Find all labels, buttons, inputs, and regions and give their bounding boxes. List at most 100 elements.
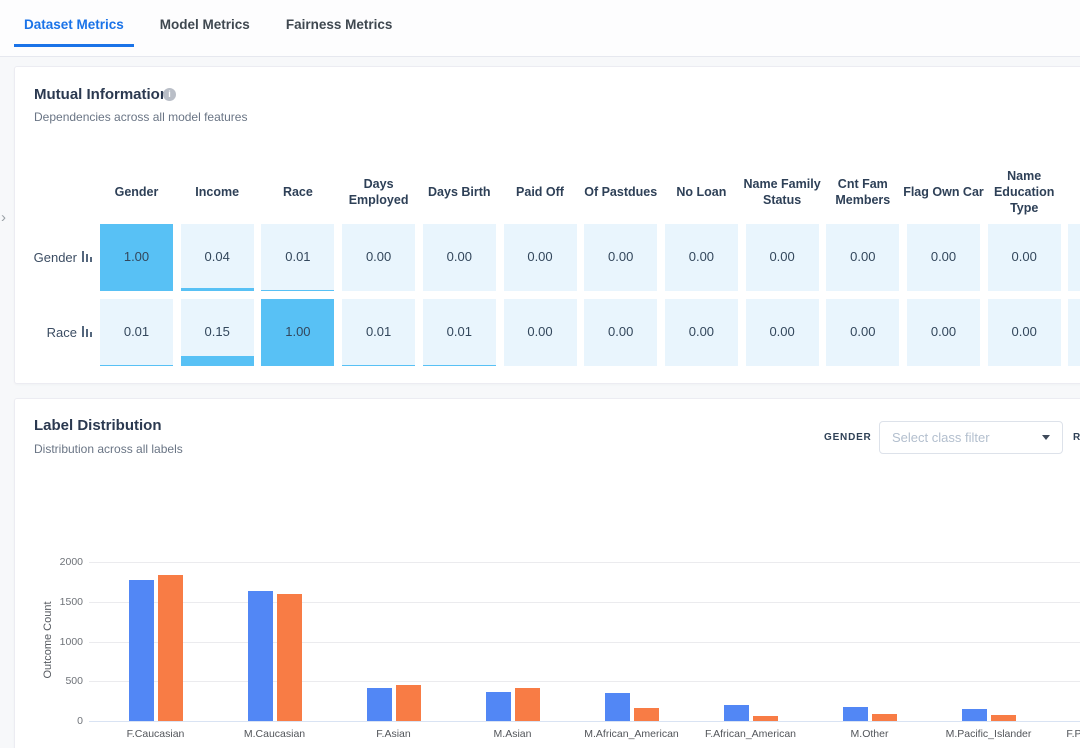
mi-cell: 0.00 [422,224,496,291]
mi-cell: 0.00 [987,299,1061,366]
mi-column-header: Cnt Fam Members [835,176,891,207]
bar-orange [871,714,897,721]
label-distribution-subtitle: Distribution across all labels [34,442,183,456]
x-tick-label: M.Asian [493,728,532,740]
tab-bar: Dataset Metrics Model Metrics Fairness M… [0,0,1080,57]
histogram-icon [82,250,93,265]
x-tick-label: F.African_American [704,728,797,740]
mi-cell: 0.00 [907,299,980,366]
mi-cell-fill [342,365,416,366]
y-axis-label: Outcome Count [42,601,54,679]
info-icon[interactable]: i [163,88,176,101]
mi-cell-value: 0.00 [850,324,876,339]
gridline [89,562,1080,563]
bar-orange [990,714,1016,721]
bar-blue [485,692,511,721]
bar-orange [633,708,659,721]
mi-cell-fill [422,365,496,366]
y-tick-label: 2000 [59,556,83,568]
mutual-information-title: Mutual Information [34,86,169,103]
bar-blue [723,705,749,721]
mi-cell-value: 0.00 [769,249,795,264]
mi-cell-value: 0.04 [204,249,230,264]
mi-cell: 0.00 [826,299,900,366]
mi-row-label-text: Gender [33,249,77,265]
drawer-expand-chevron-icon[interactable]: › [1,209,6,226]
mi-cell: 0.00 [664,299,738,366]
mi-cell-value: 1.00 [123,249,150,264]
mi-column-header: Gender [114,184,159,199]
mi-cell-value: 0.00 [688,324,715,339]
mi-column-header: No Loan [676,184,727,199]
label-distribution-card: Label Distribution Distribution across a… [14,398,1080,748]
mi-cell-fill [261,299,335,366]
mi-cell: 0.01 [342,299,416,366]
gridline [89,681,1080,683]
mi-cell: 1.00 [100,224,173,291]
mi-cell-value: 0.00 [1011,324,1037,339]
mi-cell: 0.00 [664,224,738,291]
chevron-down-icon [1042,435,1050,440]
race-filter-label: RACE [1073,432,1080,443]
gridline [89,641,1080,643]
mi-clipped-cell [1068,224,1080,291]
y-tick-label: 500 [65,675,83,688]
mi-cell: 0.00 [907,224,980,291]
tab-dataset-metrics[interactable]: Dataset Metrics [14,17,134,47]
label-distribution-title: Label Distribution [34,417,162,434]
class-filter-select[interactable]: Select class filter [879,421,1063,454]
mi-cell: 0.04 [180,224,254,291]
bar-orange [514,688,540,721]
bar-blue [128,580,154,721]
bar-orange [752,716,778,721]
mi-cell-value: 0.00 [688,249,715,264]
mi-cell-value: 0.00 [930,249,957,264]
bar-blue [961,709,987,721]
mi-column-header: Name Family Status [743,176,821,207]
y-tick-label: 1500 [59,595,83,608]
bar-orange [395,685,421,721]
mi-cell-value: 0.00 [850,249,876,264]
mi-cell-value: 0.00 [1011,249,1037,264]
x-tick-label: F.Asian [376,728,411,740]
mi-column-header: Income [195,184,240,199]
y-tick-label: 1000 [59,635,83,648]
mi-cell-value: 0.00 [446,249,472,264]
mi-cell-fill [261,290,335,291]
mi-cell-fill [100,224,173,291]
mi-column-header: Days Birth [428,184,491,199]
mi-column-header: Paid Off [516,184,564,199]
mi-cell-fill [100,365,173,366]
x-tick-label: M.Other [850,728,889,740]
mi-cell-fill [180,288,254,291]
mi-cell-value: 0.00 [608,324,634,339]
mi-cell-value: 0.00 [527,249,553,264]
mi-cell: 0.00 [503,224,577,291]
mi-row-label: Gender [1,250,93,265]
mi-cell: 0.01 [422,299,496,366]
tab-model-metrics[interactable]: Model Metrics [159,17,250,32]
mi-cell: 0.00 [987,224,1061,291]
mi-column-header: Race [282,184,313,199]
mi-row-label: Race [1,325,93,340]
mi-cell-value: 0.01 [285,249,311,264]
bar-blue [842,707,868,721]
bar-orange [276,593,302,721]
mi-cell: 0.15 [180,299,254,366]
gridline [89,601,1080,603]
bar-blue [604,693,630,721]
mi-cell: 0.00 [826,224,900,291]
mi-cell: 0.00 [745,299,819,366]
mi-column-header: Days Employed [348,176,409,207]
tab-fairness-metrics[interactable]: Fairness Metrics [285,17,393,32]
x-axis-line [89,721,1080,722]
class-filter-placeholder: Select class filter [892,430,990,445]
mi-cell: 0.00 [584,224,658,291]
mi-cell-value: 0.01 [123,324,150,339]
mi-cell-value: 1.00 [285,324,311,339]
x-tick-label: M.African_American [584,728,679,740]
mi-cell-value: 0.00 [769,324,795,339]
mi-cell-value: 0.15 [204,324,230,339]
mi-column-header: Flag Own Car [903,184,984,199]
